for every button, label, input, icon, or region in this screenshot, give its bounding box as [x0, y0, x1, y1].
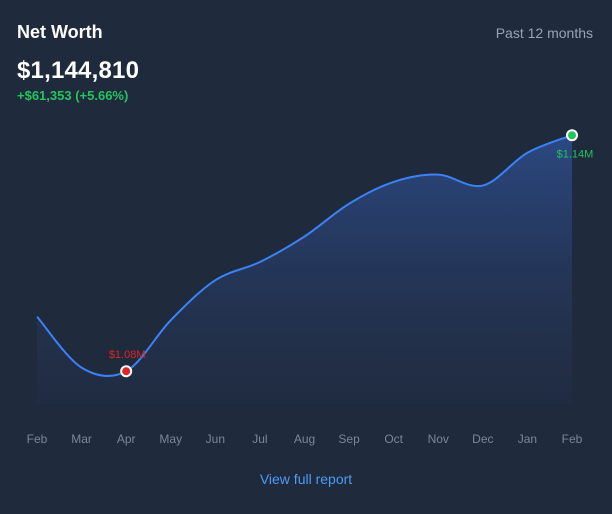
x-tick-label-aug-6: Aug: [294, 432, 315, 446]
period-selector[interactable]: Past 12 months: [495, 25, 593, 41]
x-tick-label-jan-11: Jan: [518, 432, 537, 446]
x-tick-label-mar-1: Mar: [71, 432, 92, 446]
net-worth-change: +$61,353 (+5.66%): [17, 88, 129, 103]
x-tick-label-may-3: May: [159, 432, 182, 446]
x-tick-label-dec-10: Dec: [472, 432, 493, 446]
max-point-marker: [566, 129, 578, 142]
x-tick-label-nov-9: Nov: [428, 432, 449, 446]
chart-area: [37, 135, 572, 404]
view-full-report-link[interactable]: View full report: [259, 471, 353, 487]
max-point-label: $1.14M: [557, 148, 594, 160]
x-tick-label-jun-4: Jun: [206, 432, 225, 446]
min-point-marker: [120, 365, 133, 378]
min-point-label: $1.08M: [109, 349, 146, 361]
x-tick-label-oct-8: Oct: [384, 432, 403, 446]
x-tick-label-jul-5: Jul: [252, 432, 267, 446]
card-title: Net Worth: [17, 22, 103, 42]
net-worth-value: $1,144,810: [17, 57, 140, 84]
x-tick-label-apr-2: Apr: [117, 432, 136, 446]
x-tick-label-sep-7: Sep: [338, 432, 360, 446]
x-tick-label-feb-12: Feb: [562, 432, 583, 446]
x-tick-label-feb-0: Feb: [27, 432, 48, 446]
